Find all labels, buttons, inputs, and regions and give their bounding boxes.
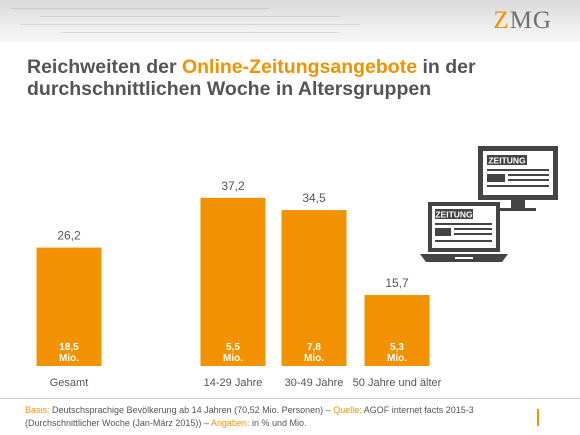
inner-label-value-3: 5,3 bbox=[390, 342, 404, 353]
category-label-0: Gesamt bbox=[50, 377, 89, 389]
footer-source-note: Basis: Deutschsprachige Bevölkerung ab 1… bbox=[25, 404, 530, 430]
zmg-logo: ZMG bbox=[493, 7, 552, 34]
basis-label: Basis: bbox=[25, 405, 50, 415]
footer-divider bbox=[0, 398, 580, 399]
value-label-1: 37,2 bbox=[221, 179, 245, 193]
page-title: Reichweiten der Online-Zeitungsangebote … bbox=[27, 56, 547, 100]
bar-3 bbox=[364, 295, 430, 366]
laptop-icon: ZEITUNG bbox=[420, 202, 508, 262]
bar-0 bbox=[36, 247, 102, 366]
inner-label-value-2: 7,8 bbox=[307, 342, 321, 353]
category-label-2: 30-49 Jahre bbox=[285, 377, 344, 389]
inner-label-unit-0: Mio. bbox=[59, 353, 79, 364]
angaben-label: Angaben: bbox=[210, 418, 250, 428]
basis-text: Deutschsprachige Bevölkerung ab 14 Jahre… bbox=[49, 405, 334, 415]
value-label-2: 34,5 bbox=[302, 191, 326, 205]
monitor-label: ZEITUNG bbox=[488, 156, 526, 166]
quelle-text: AGOF internet facts 2015-3 bbox=[361, 405, 474, 415]
angaben-text: in % und Mio. bbox=[249, 418, 307, 428]
quelle-label: Quelle: bbox=[333, 405, 362, 415]
bar-2 bbox=[281, 210, 347, 366]
header-band: ZMG bbox=[0, 0, 580, 42]
laptop-label: ZEITUNG bbox=[435, 210, 473, 220]
inner-label-unit-2: Mio. bbox=[304, 353, 324, 364]
title-line2: durchschnittlichen Woche in Altersgruppe… bbox=[27, 78, 432, 100]
monitor-icon: ZEITUNG bbox=[478, 146, 558, 211]
title-highlight: Online-Zeitungsangebote bbox=[181, 56, 418, 78]
bar-1 bbox=[200, 197, 266, 366]
category-label-1: 14-29 Jahre bbox=[204, 377, 263, 389]
inner-label-value-1: 5,5 bbox=[226, 342, 240, 353]
value-label-3: 15,7 bbox=[385, 276, 409, 290]
footer-line2: (Durchschnittlicher Woche (Jan-März 2015… bbox=[25, 418, 211, 428]
value-label-0: 26,2 bbox=[57, 229, 81, 243]
inner-label-value-0: 18,5 bbox=[59, 342, 79, 353]
title-part2: in der bbox=[417, 56, 476, 78]
inner-label-unit-1: Mio. bbox=[223, 353, 243, 364]
category-label-3: 50 Jahre und älter bbox=[353, 377, 442, 389]
title-part1: Reichweiten der bbox=[27, 56, 182, 78]
footer-accent-mark bbox=[537, 409, 539, 426]
inner-label-unit-3: Mio. bbox=[387, 353, 407, 364]
device-icons: ZEITUNG ZEITUNG bbox=[420, 146, 558, 262]
